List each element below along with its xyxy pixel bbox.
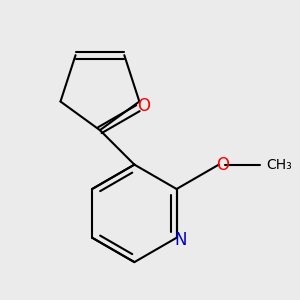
Text: N: N bbox=[174, 231, 187, 249]
Text: CH₃: CH₃ bbox=[266, 158, 292, 172]
Text: O: O bbox=[216, 156, 229, 174]
Text: O: O bbox=[137, 97, 150, 115]
